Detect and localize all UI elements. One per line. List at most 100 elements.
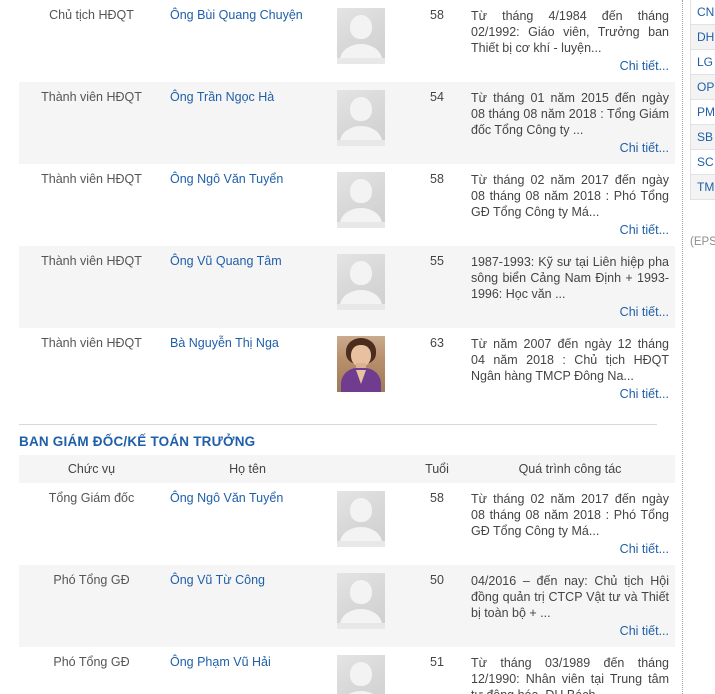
row-name-cell: Ông Vũ Quang Tâm	[164, 246, 331, 328]
portrait-photo	[337, 336, 385, 392]
detail-link[interactable]: Chi tiết...	[619, 141, 669, 155]
row-bio-text: 04/2016 – đến nay: Chủ tịch Hội đồng quả…	[471, 574, 669, 620]
person-name-link[interactable]: Bà Nguyễn Thị Nga	[170, 336, 279, 350]
row-age: 58	[430, 172, 444, 186]
row-position: Phó Tổng GĐ	[53, 573, 130, 587]
placeholder-avatar	[337, 491, 385, 547]
row-bio-text: Từ tháng 03/1989 đến tháng 12/1990: Nhân…	[471, 656, 669, 694]
row-photo-cell	[331, 82, 409, 164]
row-photo-cell	[331, 164, 409, 246]
detail-link[interactable]: Chi tiết...	[619, 542, 669, 556]
table-row: Thành viên HĐQT Bà Nguyễn Thị Nga 63 Từ …	[19, 328, 675, 410]
row-photo-cell	[331, 483, 409, 565]
person-name-link[interactable]: Ông Vũ Quang Tâm	[170, 254, 282, 268]
row-position: Chủ tịch HĐQT	[49, 8, 134, 22]
detail-link[interactable]: Chi tiết...	[619, 223, 669, 237]
detail-link[interactable]: Chi tiết...	[619, 59, 669, 73]
placeholder-avatar	[337, 8, 385, 64]
table-row: Tổng Giám đốc Ông Ngô Văn Tuyển 58 Từ th…	[19, 483, 675, 565]
row-bio-text: Từ tháng 4/1984 đến tháng 02/1992: Giáo …	[471, 9, 669, 55]
board-table-body: Chủ tịch HĐQT Ông Bùi Quang Chuyện 58 Từ…	[19, 0, 675, 410]
board-of-directors-table: Chủ tịch HĐQT Ông Bùi Quang Chuyện 58 Từ…	[19, 0, 675, 410]
placeholder-avatar	[337, 172, 385, 228]
row-age: 50	[430, 573, 444, 587]
ticker-item-op[interactable]: OP	[690, 75, 715, 100]
table-row: Thành viên HĐQT Ông Trần Ngọc Hà 54 Từ t…	[19, 82, 675, 164]
main-content: Chủ tịch HĐQT Ông Bùi Quang Chuyện 58 Từ…	[19, 0, 675, 694]
row-bio-cell: Từ tháng 03/1989 đến tháng 12/1990: Nhân…	[465, 647, 675, 694]
placeholder-avatar	[337, 573, 385, 629]
person-name-link[interactable]: Ông Trần Ngọc Hà	[170, 90, 275, 104]
row-bio-text: Từ tháng 02 năm 2017 đến ngày 08 tháng 0…	[471, 173, 669, 219]
row-name-cell: Ông Phạm Vũ Hải	[164, 647, 331, 694]
ticker-list: CN DH LG OP PM SB SC TM	[690, 0, 715, 200]
table-row: Phó Tổng GĐ Ông Phạm Vũ Hải 51 Từ tháng …	[19, 647, 675, 694]
sidebar-footnote: (EPS	[690, 236, 715, 248]
section-divider	[19, 424, 657, 425]
row-age: 51	[430, 655, 444, 669]
management-table: Chức vụ Họ tên Tuổi Quá trình công tác T…	[19, 455, 675, 694]
table-header-row: Chức vụ Họ tên Tuổi Quá trình công tác	[19, 455, 675, 483]
ticker-item-pm[interactable]: PM	[690, 100, 715, 125]
section-title-management: BAN GIÁM ĐỐC/KẾ TOÁN TRƯỞNG	[19, 434, 256, 449]
ticker-item-sb[interactable]: SB	[690, 125, 715, 150]
person-name-link[interactable]: Ông Bùi Quang Chuyện	[170, 8, 303, 22]
placeholder-avatar	[337, 90, 385, 146]
row-name-cell: Bà Nguyễn Thị Nga	[164, 328, 331, 410]
person-name-link[interactable]: Ông Phạm Vũ Hải	[170, 655, 271, 669]
row-bio-cell: Từ tháng 4/1984 đến tháng 02/1992: Giáo …	[465, 0, 675, 82]
row-bio-text: Từ tháng 01 năm 2015 đến ngày 08 tháng 0…	[471, 91, 669, 137]
detail-link[interactable]: Chi tiết...	[619, 387, 669, 401]
row-bio-cell: 1987-1993: Kỹ sư tại Liên hiệp pha sông …	[465, 246, 675, 328]
person-name-link[interactable]: Ông Ngô Văn Tuyển	[170, 172, 284, 186]
management-table-head: Chức vụ Họ tên Tuổi Quá trình công tác	[19, 455, 675, 483]
person-name-link[interactable]: Ông Vũ Từ Công	[170, 573, 265, 587]
row-age: 54	[430, 90, 444, 104]
row-position: Phó Tổng GĐ	[53, 655, 130, 669]
row-name-cell: Ông Bùi Quang Chuyện	[164, 0, 331, 82]
row-name-cell: Ông Ngô Văn Tuyển	[164, 164, 331, 246]
row-position: Thành viên HĐQT	[41, 172, 142, 186]
row-bio-cell: Từ tháng 02 năm 2017 đến ngày 08 tháng 0…	[465, 164, 675, 246]
right-sidebar: CN DH LG OP PM SB SC TM (EPS	[676, 0, 715, 694]
row-position: Thành viên HĐQT	[41, 90, 142, 104]
row-photo-cell	[331, 0, 409, 82]
ticker-item-sc[interactable]: SC	[690, 150, 715, 175]
placeholder-avatar	[337, 254, 385, 310]
column-header-age: Tuổi	[409, 455, 465, 483]
management-table-body: Tổng Giám đốc Ông Ngô Văn Tuyển 58 Từ th…	[19, 483, 675, 694]
row-bio-text: 1987-1993: Kỹ sư tại Liên hiệp pha sông …	[471, 255, 669, 301]
row-name-cell: Ông Trần Ngọc Hà	[164, 82, 331, 164]
row-position: Thành viên HĐQT	[41, 254, 142, 268]
sidebar-dotted-divider	[682, 0, 684, 694]
row-photo-cell	[331, 565, 409, 647]
row-age: 63	[430, 336, 444, 350]
row-photo-cell	[331, 246, 409, 328]
column-header-photo	[331, 455, 409, 483]
row-bio-text: Từ tháng 02 năm 2017 đến ngày 08 tháng 0…	[471, 492, 669, 538]
ticker-item-tm[interactable]: TM	[690, 175, 715, 200]
row-bio-cell: Từ tháng 01 năm 2015 đến ngày 08 tháng 0…	[465, 82, 675, 164]
row-bio-text: Từ năm 2007 đến ngày 12 tháng 04 năm 201…	[471, 337, 669, 383]
detail-link[interactable]: Chi tiết...	[619, 305, 669, 319]
table-row: Thành viên HĐQT Ông Ngô Văn Tuyển 58 Từ …	[19, 164, 675, 246]
row-position: Tổng Giám đốc	[48, 491, 135, 505]
ticker-item-lg[interactable]: LG	[690, 50, 715, 75]
column-header-name: Họ tên	[164, 455, 331, 483]
ticker-item-dh[interactable]: DH	[690, 25, 715, 50]
table-row: Chủ tịch HĐQT Ông Bùi Quang Chuyện 58 Từ…	[19, 0, 675, 82]
row-name-cell: Ông Vũ Từ Công	[164, 565, 331, 647]
placeholder-avatar	[337, 655, 385, 694]
column-header-bio: Quá trình công tác	[465, 455, 675, 483]
row-age: 55	[430, 254, 444, 268]
row-age: 58	[430, 491, 444, 505]
table-row: Phó Tổng GĐ Ông Vũ Từ Công 50 04/2016 – …	[19, 565, 675, 647]
table-row: Thành viên HĐQT Ông Vũ Quang Tâm 55 1987…	[19, 246, 675, 328]
row-bio-cell: Từ tháng 02 năm 2017 đến ngày 08 tháng 0…	[465, 483, 675, 565]
ticker-item-cn[interactable]: CN	[690, 0, 715, 25]
row-position: Thành viên HĐQT	[41, 336, 142, 350]
detail-link[interactable]: Chi tiết...	[619, 624, 669, 638]
row-age: 58	[430, 8, 444, 22]
row-name-cell: Ông Ngô Văn Tuyển	[164, 483, 331, 565]
person-name-link[interactable]: Ông Ngô Văn Tuyển	[170, 491, 284, 505]
